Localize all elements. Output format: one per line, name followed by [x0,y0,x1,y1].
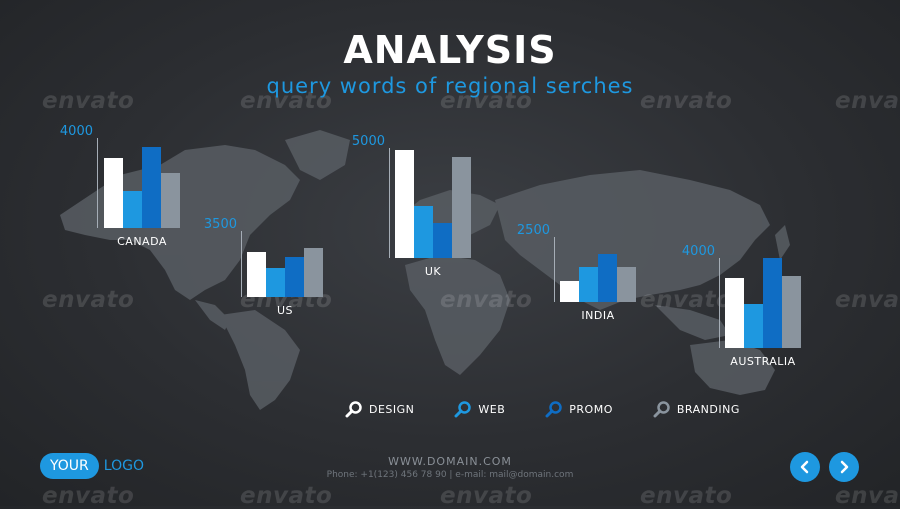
legend: DESIGN WEB PROMO BRANDING [345,400,780,418]
australia-shape [690,340,775,395]
watermark: envato [640,287,733,313]
legend-label: WEB [478,402,506,416]
region-bars [104,138,180,228]
bar-web [414,206,433,258]
chevron-left-icon [800,460,809,474]
magnifier-icon [454,401,472,418]
bar-promo [763,258,782,348]
region-name: INDIA [581,309,615,322]
bar-web [123,190,142,228]
watermark: envato [640,483,733,509]
axis-line [554,237,555,302]
watermark: envato [42,483,135,509]
page-subtitle: query words of regional serches [266,74,634,98]
legend-item-promo: PROMO [545,400,613,418]
bar-branding [452,156,471,258]
legend-label: DESIGN [369,402,415,416]
bar-promo [598,253,617,302]
axis-max-label: 4000 [681,244,715,259]
region-name: US [276,304,294,317]
axis-max-label: 5000 [351,134,385,149]
page-title: ANALYSIS [343,28,557,72]
legend-item-design: DESIGN [345,400,414,418]
greenland-shape [285,130,350,180]
bar-branding [161,172,180,228]
footer-contact: Phone: +1(123) 456 78 90 | e-mail: mail@… [326,470,574,480]
bar-design [395,150,414,258]
bar-branding [782,276,801,348]
axis-line [389,148,390,258]
watermark: envato [440,88,533,114]
watermark: envato [640,88,733,114]
watermark: envato [440,287,533,313]
japan-shape [775,225,790,260]
chevron-right-icon [840,460,849,474]
next-button[interactable] [829,452,859,482]
bar-branding [617,266,636,302]
watermark: envato [42,88,135,114]
axis-line [719,258,720,348]
watermark: envato [835,88,900,114]
region-bars [725,258,801,348]
bar-design [104,158,123,228]
legend-label: PROMO [569,402,613,416]
legend-label: BRANDING [676,402,740,416]
bar-promo [142,147,161,228]
watermark: envato [240,483,333,509]
axis-max-label: 4000 [59,124,93,139]
bar-design [247,251,266,297]
axis-line [97,138,98,228]
region-bars [395,148,471,258]
bar-design [560,281,579,302]
region-name: CANADA [117,235,167,248]
asia-shape [495,170,770,310]
region-name: AUSTRALIA [730,355,796,368]
central-america-shape [195,300,230,330]
africa-shape [405,255,510,375]
legend-item-branding: BRANDING [653,400,740,418]
watermark: envato [835,483,900,509]
watermark: envato [240,88,333,114]
region-bars [247,231,323,297]
region-name: UK [424,265,442,278]
footer-domain[interactable]: WWW.DOMAIN.COM [388,455,512,468]
watermark: envato [835,287,900,313]
prev-button[interactable] [790,452,820,482]
magnifier-icon [545,401,563,418]
logo-pill: YOUR [40,453,99,479]
bar-web [744,304,763,348]
magnifier-icon [345,401,362,418]
legend-item-web: WEB [454,400,505,418]
south-america-shape [220,310,300,410]
region-bars [560,237,636,302]
watermark: envato [440,483,533,509]
watermark: envato [42,287,135,313]
bar-branding [304,247,323,297]
southeast-asia-shape [655,305,730,340]
axis-line [241,231,242,297]
axis-max-label: 2500 [516,223,550,238]
bar-web [266,268,285,297]
logo-text: LOGO [103,458,144,474]
bar-web [579,266,598,302]
axis-max-label: 3500 [203,217,237,232]
bar-promo [285,257,304,297]
logo: YOUR LOGO [40,453,144,479]
bar-design [725,277,744,348]
magnifier-icon [653,401,670,418]
bar-promo [433,222,452,258]
